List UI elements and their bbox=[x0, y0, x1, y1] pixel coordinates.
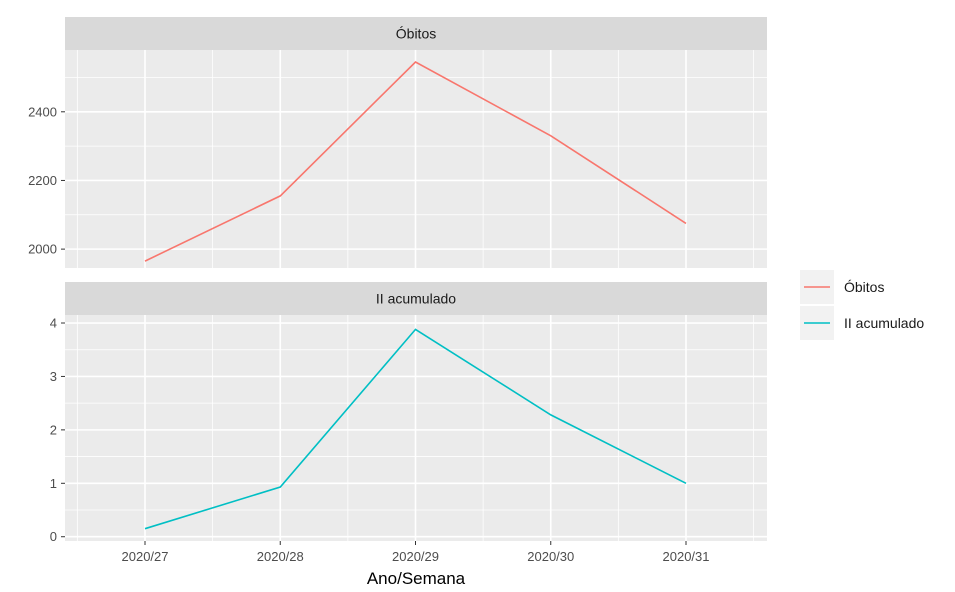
legend-label: Óbitos bbox=[844, 279, 884, 295]
legend-label: II acumulado bbox=[844, 315, 924, 331]
x-tick-label: 2020/27 bbox=[122, 549, 169, 564]
y-tick-label: 2200 bbox=[28, 173, 57, 188]
y-tick-label: 2400 bbox=[28, 104, 57, 119]
y-tick-label: 0 bbox=[50, 529, 57, 544]
x-axis-title: Ano/Semana bbox=[367, 569, 466, 588]
legend: Óbitos II acumulado bbox=[800, 270, 924, 340]
x-tick-label: 2020/31 bbox=[663, 549, 710, 564]
series-line-2 bbox=[144, 328, 687, 530]
facet-panel-2: II acumulado 0 1 2 3 4 bbox=[50, 282, 767, 544]
y-tick-label: 1 bbox=[50, 476, 57, 491]
x-tick-label: 2020/29 bbox=[392, 549, 439, 564]
facet-panel-1: Óbitos 2000 2200 2400 bbox=[28, 17, 767, 268]
strip-label: II acumulado bbox=[376, 291, 456, 307]
x-axis: 2020/27 2020/28 2020/29 2020/30 2020/31 bbox=[122, 541, 710, 564]
series-line-1 bbox=[144, 61, 687, 262]
y-tick-label: 2000 bbox=[28, 242, 57, 257]
strip-label: Óbitos bbox=[396, 26, 436, 42]
strip-background bbox=[65, 17, 767, 50]
y-tick-label: 3 bbox=[50, 369, 57, 384]
strip-background bbox=[65, 282, 767, 315]
y-tick-label: 4 bbox=[50, 316, 57, 331]
y-tick-label: 2 bbox=[50, 422, 57, 437]
x-tick-label: 2020/30 bbox=[527, 549, 574, 564]
x-tick-label: 2020/28 bbox=[257, 549, 304, 564]
facet-panels: Óbitos 2000 2200 2400 II acumulado 0 1 2 3 4 bbox=[28, 17, 767, 544]
